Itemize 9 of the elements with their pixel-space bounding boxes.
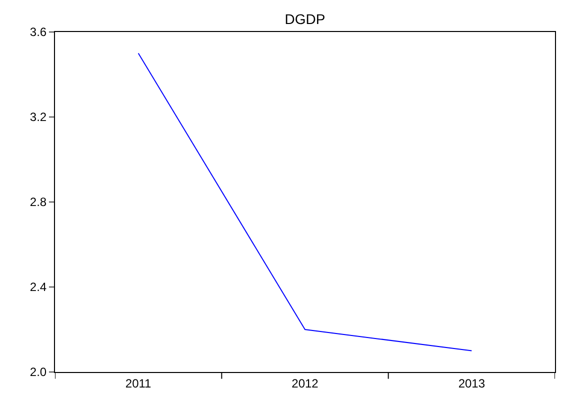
chart-title: DGDP [284,10,326,27]
y-tick-label: 3.2 [30,110,47,124]
x-tick-label: 2012 [292,376,319,390]
x-tick-label: 2011 [125,376,152,390]
x-tick-label: 2013 [458,376,486,390]
y-tick-label: 2.4 [30,280,47,294]
y-tick-label: 2.0 [30,365,47,380]
y-tick-label: 3.6 [30,25,47,40]
y-tick-label: 2.8 [30,195,47,210]
